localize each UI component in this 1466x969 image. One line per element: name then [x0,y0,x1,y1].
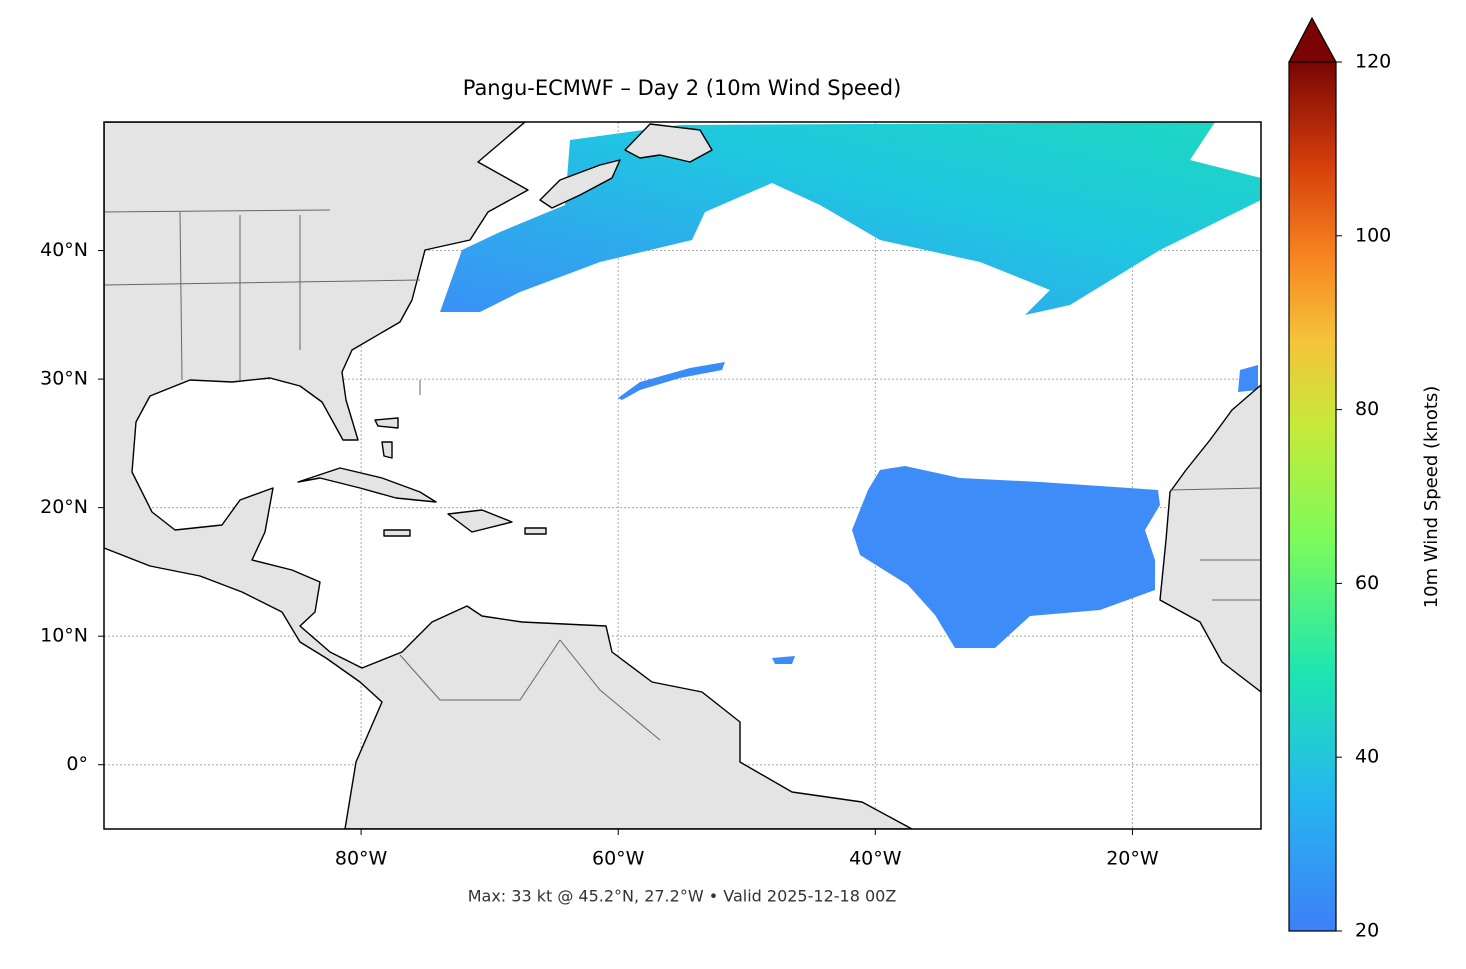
x-tick-label: 60°W [592,848,645,870]
colorbar-tick-label: 80 [1355,398,1379,420]
wind-field-streak [618,362,725,400]
colorbar [1288,61,1337,932]
borders [104,209,1261,741]
colorbar-extend [1288,16,1338,63]
title: Pangu-ECMWF – Day 2 (10m Wind Speed) [463,76,902,100]
caption: Max: 33 kt @ 45.2°N, 27.2°W • Valid 2025… [468,887,897,906]
colorbar-tick-label: 60 [1355,572,1379,594]
hispaniola [447,509,513,533]
africa [1159,384,1261,693]
x-tick-label: 80°W [335,848,388,870]
y-tick-label: 10°N [40,625,88,647]
colorbar-tick-label: 120 [1355,51,1391,73]
y-tick-label: 30°N [40,368,88,390]
map-area [104,122,1261,829]
colorbar-label: 10m Wind Speed (knots) [1421,386,1442,609]
x-tick-label: 40°W [849,848,902,870]
canada-maritimes [539,123,713,209]
x-tick-label: 20°W [1106,848,1159,870]
colorbar-tick-label: 100 [1355,224,1391,246]
y-tick-label: 20°N [40,496,88,518]
cuba [297,467,437,503]
americas [104,122,913,829]
wind-field-tropics [852,466,1160,648]
colorbar-tick-label: 20 [1355,920,1379,942]
colorbar-tick-label: 40 [1355,746,1379,768]
islands [374,417,547,537]
plot-frame [103,121,1262,830]
y-tick-label: 40°N [40,239,88,261]
y-tick-label: 0° [66,753,88,775]
wind-field-north [440,122,1261,315]
